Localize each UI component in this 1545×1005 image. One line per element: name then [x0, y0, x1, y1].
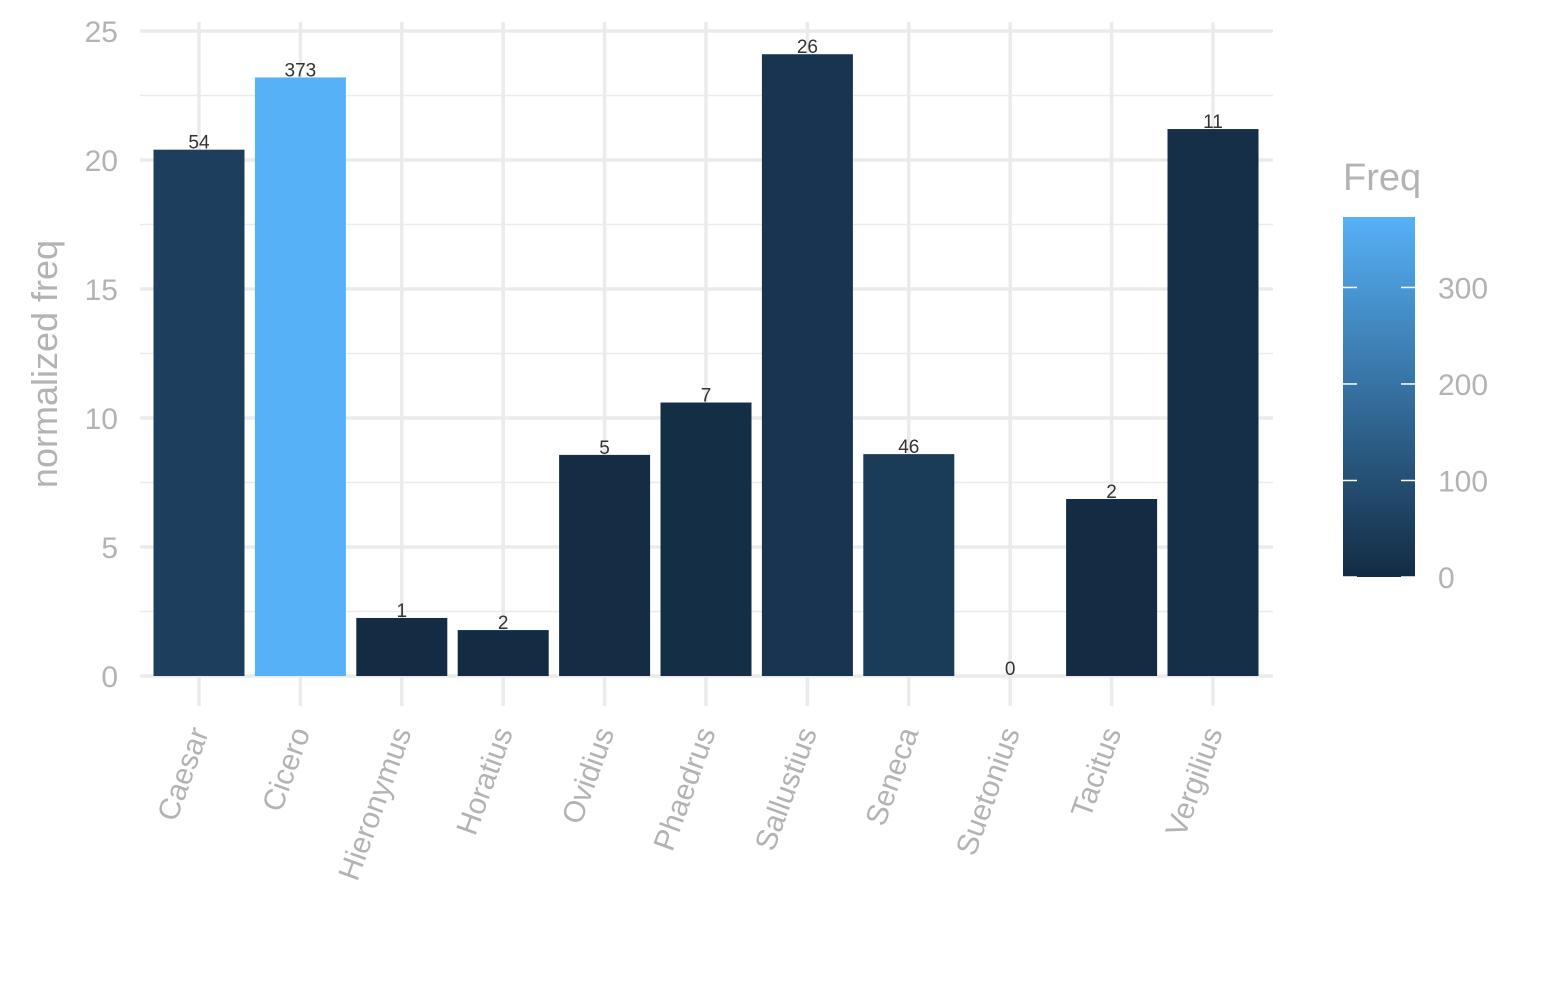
x-tick-label: Seneca [860, 723, 926, 830]
x-tick-label: Cicero [256, 723, 317, 816]
legend-ticks: 0 100 200 300 [1343, 272, 1488, 595]
y-tick-label: 25 [85, 16, 118, 49]
y-tick-label: 10 [85, 403, 118, 436]
bar-tacitus [1066, 499, 1158, 676]
legend-colorbar [1343, 217, 1415, 577]
data-label: 0 [1005, 659, 1016, 680]
bar-horatius [457, 630, 549, 676]
legend-tick-label: 0 [1438, 562, 1455, 595]
y-tick-label: 20 [85, 145, 118, 178]
x-tick-label: Hieronymus [333, 723, 419, 885]
legend: Freq 0 100 200 300 [1343, 157, 1488, 595]
y-axis-label: normalized freq [24, 240, 65, 488]
x-tick-label: Sallustius [749, 723, 824, 855]
bar-phaedrus [660, 402, 752, 676]
bar-cicero [254, 77, 346, 676]
data-labels: 54 373 1 2 5 7 26 46 0 2 11 [188, 37, 1222, 680]
data-label: 11 [1203, 112, 1223, 133]
legend-title: Freq [1343, 157, 1421, 199]
bars [153, 54, 1259, 677]
legend-tick-label: 200 [1438, 369, 1488, 402]
bar-vergilius [1167, 129, 1259, 677]
legend-tick-label: 300 [1438, 272, 1488, 305]
data-label: 54 [188, 133, 210, 154]
x-tick-label: Caesar [151, 723, 215, 825]
data-label: 1 [397, 601, 408, 622]
y-axis-ticks: 0 5 10 15 20 25 [85, 16, 118, 694]
data-label: 2 [1106, 482, 1117, 503]
data-label: 46 [898, 437, 919, 458]
x-tick-label: Tacitus [1065, 723, 1128, 822]
data-label: 5 [599, 438, 610, 459]
bar-caesar [153, 149, 245, 676]
data-label: 2 [498, 613, 509, 634]
y-tick-label: 15 [85, 274, 118, 307]
y-tick-label: 5 [101, 532, 118, 565]
data-label: 373 [285, 60, 317, 81]
x-tick-label: Phaedrus [648, 723, 723, 855]
bar-seneca [863, 454, 955, 676]
x-tick-label: Vergilius [1160, 723, 1230, 841]
x-tick-label: Suetonius [950, 723, 1027, 860]
legend-tick-label: 100 [1438, 465, 1488, 498]
x-tick-label: Horatius [451, 723, 520, 839]
y-tick-label: 0 [101, 661, 118, 694]
bar-sallustius [761, 54, 853, 677]
x-axis-ticks: Caesar Cicero Hieronymus Horatius Ovidius Pha… [151, 723, 1229, 885]
data-label: 7 [701, 386, 712, 407]
x-tick-label: Ovidius [556, 723, 621, 828]
bar-ovidius [559, 454, 651, 676]
data-label: 26 [797, 37, 818, 58]
bar-hieronymus [356, 617, 448, 676]
